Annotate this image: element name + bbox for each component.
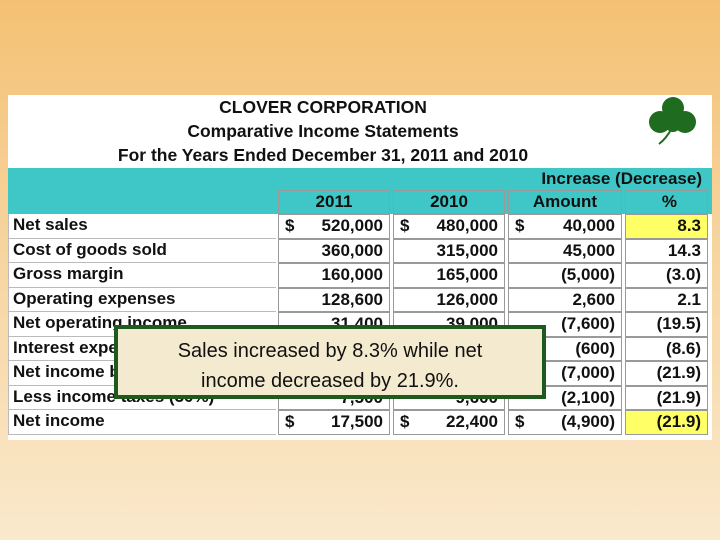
cell-text: 360,000 [321, 240, 383, 260]
cell-value: 165,000 [393, 263, 505, 288]
cell-value: (21.9) [625, 410, 708, 435]
column-header: Amount [508, 190, 622, 214]
cell-value: 160,000 [278, 263, 390, 288]
cell-text: (21.9) [656, 363, 701, 382]
cell-text: 45,000 [563, 240, 615, 260]
cell-value: $ (4,900) [508, 410, 622, 435]
cell-text: (19.5) [656, 314, 701, 333]
cell-text: 40,000 [563, 216, 615, 235]
cell-value: (8.6) [625, 336, 708, 361]
cell-value: (3.0) [625, 263, 708, 288]
cell-value: $480,000 [393, 214, 505, 239]
cell-text: (7,600) [561, 314, 615, 333]
currency-symbol: $ [285, 216, 295, 235]
cell-text: 17,500 [331, 412, 383, 431]
cell-value: (19.5) [625, 312, 708, 337]
currency-symbol: $ [400, 412, 410, 431]
cell-text: (2,100) [561, 387, 615, 407]
title: CLOVER CORPORATION [219, 97, 427, 117]
column-header: 2010 [393, 190, 505, 214]
cell-value: 2,600 [508, 287, 622, 312]
row-label: Net sales [8, 214, 276, 239]
row-label: Cost of goods sold [8, 238, 276, 263]
cell-text: 8.3 [677, 216, 701, 235]
currency-symbol: $ [285, 412, 295, 431]
cell-text: 480,000 [436, 216, 498, 235]
cell-text: 160,000 [321, 265, 383, 284]
currency-symbol: $ [515, 216, 525, 235]
cell-text: 520,000 [321, 216, 383, 235]
cell-text: 22,400 [446, 412, 498, 431]
cell-value: $520,000 [278, 214, 390, 239]
cell-value: 360,000 [278, 238, 390, 263]
cell-text: (21.9) [656, 387, 701, 407]
cell-value: (21.9) [625, 361, 708, 386]
cell-value: (21.9) [625, 385, 708, 410]
cell-value: 126,000 [393, 287, 505, 312]
cell-value: 2.1 [625, 287, 708, 312]
subtitle: Comparative Income Statements [187, 121, 459, 141]
cell-value: 8.3 [625, 214, 708, 239]
cell-text: (600) [575, 338, 615, 358]
currency-symbol: $ [515, 412, 525, 431]
cell-value: 315,000 [393, 238, 505, 263]
cell-text: (3.0) [666, 265, 701, 284]
cell-text: 128,600 [321, 289, 383, 309]
cell-value: $17,500 [278, 410, 390, 435]
column-header: 2011 [278, 190, 390, 214]
cell-text: (8.6) [666, 338, 701, 358]
clover-icon [649, 97, 696, 145]
cell-text: 126,000 [436, 289, 498, 309]
cell-value: $22,400 [393, 410, 505, 435]
cell-text: (21.9) [656, 412, 701, 431]
cell-value: (7,000) [508, 361, 622, 386]
callout-line: income decreased by 21.9%. [201, 370, 459, 392]
callout-line: Sales increased by 8.3% while net [177, 340, 483, 362]
group-header: Increase (Decrease) [541, 169, 702, 188]
cell-text: 14.3 [667, 240, 701, 260]
cell-value: 45,000 [508, 238, 622, 263]
row-label: Net income [8, 410, 276, 435]
cell-text: (4,900) [561, 412, 615, 431]
column-header: % [625, 190, 708, 214]
cell-text: 315,000 [436, 240, 498, 260]
cell-value: (5,000) [508, 263, 622, 288]
cell-text: (7,000) [561, 363, 615, 382]
row-label: Operating expenses [8, 287, 276, 312]
cell-text: 165,000 [436, 265, 498, 284]
cell-value: 128,600 [278, 287, 390, 312]
cell-text: 2,600 [572, 289, 615, 309]
cell-text: (5,000) [561, 265, 615, 284]
cell-value: $40,000 [508, 214, 622, 239]
row-label: Gross margin [8, 263, 276, 288]
period: For the Years Ended December 31, 2011 an… [117, 145, 529, 165]
cell-value: 14.3 [625, 238, 708, 263]
callout: Sales increased by 8.3% while net income… [114, 325, 546, 399]
currency-symbol: $ [400, 216, 410, 235]
cell-text: 2.1 [677, 289, 701, 309]
